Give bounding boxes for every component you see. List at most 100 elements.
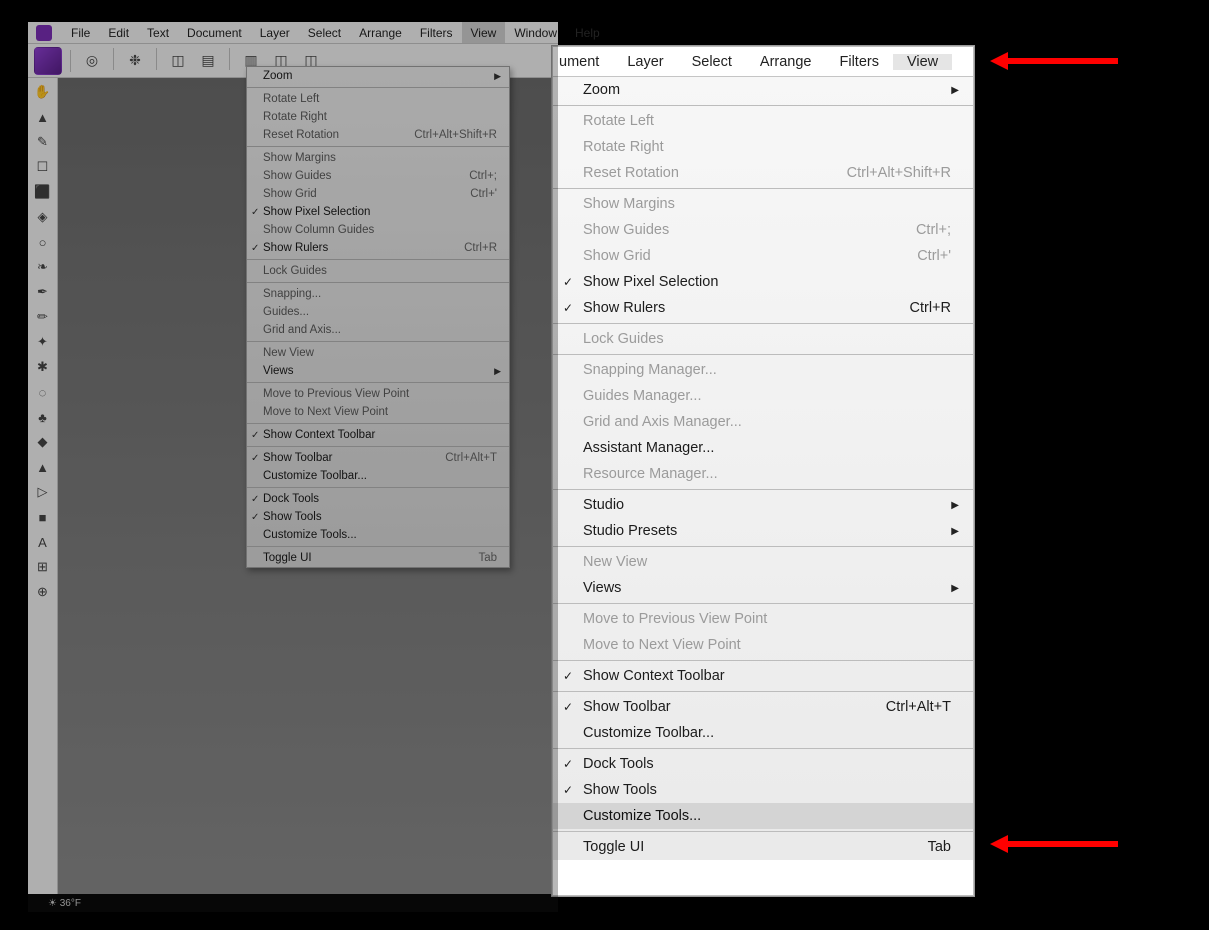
persona-icon[interactable]: [34, 47, 62, 75]
shortcut-label: Ctrl+Alt+T: [886, 699, 951, 715]
menu-arrange[interactable]: Arrange: [350, 22, 411, 43]
menuitem-label: Reset Rotation: [263, 129, 339, 141]
menuitem-label: Grid and Axis...: [263, 324, 341, 336]
tool-1-icon[interactable]: ▲: [33, 107, 53, 127]
menuitem-customize-toolbar[interactable]: Customize Toolbar...: [553, 720, 973, 746]
tool-10-icon[interactable]: ✦: [33, 332, 53, 352]
toolbar-button-1[interactable]: ❉: [122, 48, 148, 74]
menuitem-views[interactable]: Views▶: [247, 362, 509, 380]
menuitem-show-tools[interactable]: ✓Show Tools: [553, 777, 973, 803]
check-icon: ✓: [563, 700, 573, 714]
menu-edit[interactable]: Edit: [99, 22, 138, 43]
menu-enlarged-arrange[interactable]: Arrange: [746, 54, 826, 70]
menu-file[interactable]: File: [62, 22, 99, 43]
tool-8-icon[interactable]: ✒: [33, 282, 53, 302]
menu-layer[interactable]: Layer: [251, 22, 299, 43]
tool-14-icon[interactable]: ◆: [33, 432, 53, 452]
check-icon: ✓: [563, 275, 573, 289]
menu-enlarged-view[interactable]: View: [893, 54, 952, 70]
shortcut-label: Tab: [478, 552, 497, 564]
menuitem-dock-tools[interactable]: ✓ Dock Tools: [247, 490, 509, 508]
menuitem-label: Show Pixel Selection: [263, 206, 370, 218]
menuitem-show-rulers[interactable]: ✓Show RulersCtrl+R: [553, 295, 973, 321]
tool-12-icon[interactable]: ◌: [33, 382, 53, 402]
menuitem-customize-toolbar[interactable]: Customize Toolbar...: [247, 467, 509, 485]
menuitem-show-rulers[interactable]: ✓Show RulersCtrl+R: [247, 239, 509, 257]
tool-19-icon[interactable]: ⊞: [33, 557, 53, 577]
menuitem-label: Snapping...: [263, 288, 321, 300]
tool-13-icon[interactable]: ♣: [33, 407, 53, 427]
menuitem-label: Customize Toolbar...: [263, 470, 367, 482]
menuitem-show-grid: Show GridCtrl+': [247, 185, 509, 203]
toolbar-button-2[interactable]: ◫: [165, 48, 191, 74]
tool-0-icon[interactable]: ✋: [33, 82, 53, 102]
menuitem-label: Dock Tools: [263, 493, 319, 505]
tool-3-icon[interactable]: ☐: [33, 157, 53, 177]
menuitem-views[interactable]: Views▶: [553, 575, 973, 601]
menuitem-label: Grid and Axis Manager...: [583, 414, 742, 430]
menuitem-customize-tools[interactable]: Customize Tools...: [553, 803, 973, 829]
menuitem-label: Show Guides: [583, 222, 669, 238]
tool-17-icon[interactable]: ■: [33, 507, 53, 527]
menu-enlarged-select[interactable]: Select: [678, 54, 746, 70]
tool-9-icon[interactable]: ✏: [33, 307, 53, 327]
menu-select[interactable]: Select: [299, 22, 350, 43]
menuitem-show-toolbar[interactable]: ✓Show ToolbarCtrl+Alt+T: [553, 694, 973, 720]
shortcut-label: Ctrl+R: [910, 300, 952, 316]
menuitem-show-column-guides: Show Column Guides: [247, 221, 509, 239]
menu-enlarged-ument[interactable]: ument: [559, 54, 613, 70]
check-icon: ✓: [563, 757, 573, 771]
tool-18-icon[interactable]: A: [33, 532, 53, 552]
menuitem-zoom[interactable]: Zoom▶: [247, 67, 509, 85]
check-icon: ✓: [251, 207, 259, 218]
menuitem-label: Rotate Left: [583, 113, 654, 129]
toolbar-separator: [229, 48, 230, 70]
check-icon: ✓: [251, 494, 259, 505]
menuitem-show-pixel-selection[interactable]: ✓ Show Pixel Selection: [247, 203, 509, 221]
menuitem-show-context-toolbar[interactable]: ✓Show Context Toolbar: [247, 426, 509, 444]
menuitem-assistant-manager[interactable]: Assistant Manager...: [553, 435, 973, 461]
menuitem-dock-tools[interactable]: ✓Dock Tools: [553, 751, 973, 777]
submenu-arrow-icon: ▶: [951, 85, 959, 96]
tool-7-icon[interactable]: ❧: [33, 257, 53, 277]
tool-15-icon[interactable]: ▲: [33, 457, 53, 477]
menu-filters[interactable]: Filters: [411, 22, 462, 43]
menu-enlarged-layer[interactable]: Layer: [613, 54, 677, 70]
menuitem-label: Zoom: [263, 70, 292, 82]
menu-text[interactable]: Text: [138, 22, 178, 43]
menuitem-customize-tools[interactable]: Customize Tools...: [247, 526, 509, 544]
menuitem-studio[interactable]: Studio▶: [553, 492, 973, 518]
menuitem-label: Show Margins: [263, 152, 336, 164]
menuitem-toggle-ui[interactable]: Toggle UITab: [247, 549, 509, 567]
tool-4-icon[interactable]: ⬛: [33, 182, 53, 202]
menuitem-show-pixel-selection[interactable]: ✓ Show Pixel Selection: [553, 269, 973, 295]
menuitem-show-context-toolbar[interactable]: ✓Show Context Toolbar: [553, 663, 973, 689]
tool-5-icon[interactable]: ◈: [33, 207, 53, 227]
tool-6-icon[interactable]: ○: [33, 232, 53, 252]
tool-11-icon[interactable]: ✱: [33, 357, 53, 377]
menuitem-label: Show Pixel Selection: [583, 274, 718, 290]
menu-enlarged-filters[interactable]: Filters: [826, 54, 893, 70]
menuitem-studio-presets[interactable]: Studio Presets▶: [553, 518, 973, 544]
menuitem-zoom[interactable]: Zoom▶: [553, 77, 973, 103]
view-menu-dropdown-small: Zoom▶Rotate LeftRotate RightReset Rotati…: [246, 66, 510, 568]
shortcut-label: Ctrl+Alt+Shift+R: [847, 165, 951, 181]
tool-2-icon[interactable]: ✎: [33, 132, 53, 152]
check-icon: ✓: [563, 301, 573, 315]
menuitem-rotate-right: Rotate Right: [247, 108, 509, 126]
original-window: FileEditTextDocumentLayerSelectArrangeFi…: [28, 22, 558, 912]
menuitem-toggle-ui[interactable]: Toggle UITab: [553, 834, 973, 860]
tool-20-icon[interactable]: ⊕: [33, 582, 53, 602]
weather-widget[interactable]: 36°F: [48, 898, 81, 909]
menu-view[interactable]: View: [462, 22, 506, 43]
menu-document[interactable]: Document: [178, 22, 251, 43]
menuitem-show-tools[interactable]: ✓Show Tools: [247, 508, 509, 526]
menuitem-show-toolbar[interactable]: ✓Show ToolbarCtrl+Alt+T: [247, 449, 509, 467]
menuitem-move-to-next-view-point: Move to Next View Point: [247, 403, 509, 421]
menuitem-resource-manager: Resource Manager...: [553, 461, 973, 487]
toolbar-button-0[interactable]: ◎: [79, 48, 105, 74]
menu-window[interactable]: Window: [505, 22, 566, 43]
menu-help[interactable]: Help: [566, 22, 609, 43]
tool-16-icon[interactable]: ▷: [33, 482, 53, 502]
toolbar-button-3[interactable]: ▤: [195, 48, 221, 74]
